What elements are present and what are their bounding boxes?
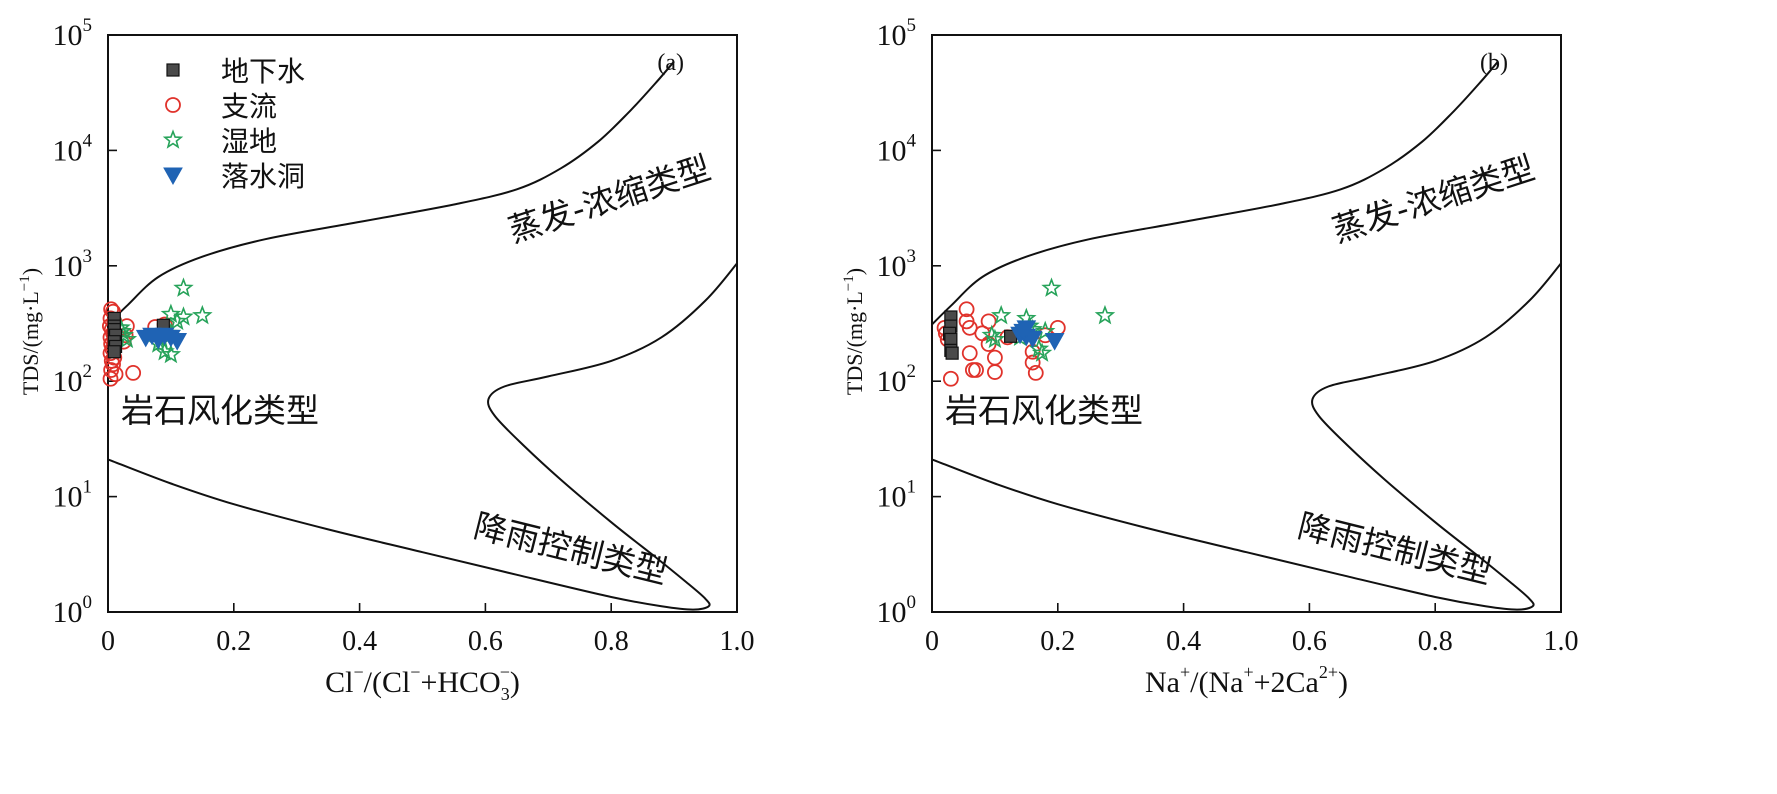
x-tick-label: 0 (925, 626, 939, 657)
x-tick-label: 0.2 (1040, 626, 1075, 657)
panel-a: 0 0.2 0.4 0.6 0.8 1.0 100 101 102 103 104 105 TDS/(m… (17, 15, 755, 704)
y-tick-label: 105 (877, 15, 917, 52)
tributary-marker (102, 370, 119, 387)
wetland-marker (1041, 277, 1062, 297)
x-tick-label: 0.4 (342, 626, 377, 657)
y-axis-label: TDS/(mg·L−1) (17, 268, 43, 395)
tributary-marker (107, 366, 124, 383)
sinkhole-marker (154, 327, 175, 346)
x-axis-label: Na+/(Na++2Ca2+) (1145, 662, 1348, 699)
sinkhole-marker (1022, 330, 1043, 349)
legend-groundwater-marker (166, 63, 180, 77)
wetland-marker (990, 304, 1012, 325)
plot-frame (107, 34, 738, 613)
sinkhole-marker (1044, 333, 1065, 351)
x-tick-label: 0.6 (468, 626, 503, 657)
x-tick-label: 0.4 (1166, 626, 1201, 657)
panel-label: (b) (1480, 50, 1508, 76)
y-tick-label: 102 (877, 361, 917, 398)
x-tick-label: 1.0 (1544, 626, 1579, 657)
evaporation-label: 蒸发-浓缩类型 (504, 148, 716, 250)
wetland-marker (166, 310, 188, 331)
sinkhole-marker (1016, 320, 1037, 338)
y-tick-label: 104 (53, 130, 93, 167)
tributary-marker (1027, 365, 1044, 381)
y-tick-label: 103 (53, 246, 93, 283)
precipitation-label: 降雨控制类型 (1294, 506, 1496, 592)
y-axis-label: TDS/(mg·L−1) (841, 268, 867, 395)
wetland-marker (984, 328, 1006, 349)
tributary-marker (103, 362, 120, 378)
y-tick-label: 103 (877, 246, 917, 283)
rock-weathering-label: 岩石风化类型 (945, 391, 1143, 430)
groundwater-marker (944, 332, 958, 347)
wetland-marker (1034, 320, 1056, 341)
x-tick-label: 0.8 (1418, 626, 1453, 657)
tributary-marker (1049, 319, 1066, 336)
wetland-marker (1031, 342, 1053, 362)
wetland-marker (173, 306, 194, 326)
panel-label: (a) (657, 50, 684, 76)
x-axis-label: Cl−/(Cl−+HCO3−) (325, 662, 520, 704)
rock-weathering-label: 岩石风化类型 (121, 391, 319, 430)
wetland-marker (192, 304, 213, 325)
x-tick-label: 0.6 (1292, 626, 1327, 657)
tributary-marker (987, 364, 1003, 380)
x-tick-label: 0 (101, 626, 115, 657)
precipitation-label: 降雨控制类型 (470, 506, 672, 592)
tributary-marker (1024, 354, 1041, 371)
legend-tributary-marker (165, 97, 181, 113)
y-tick-label: 102 (53, 361, 93, 398)
y-tick-label: 100 (53, 592, 93, 629)
legend-label: 地下水 (221, 55, 305, 88)
tributary-marker (961, 345, 978, 362)
x-tick-label: 1.0 (720, 626, 755, 657)
upper-envelope-curve (931, 60, 1499, 326)
wetland-marker (981, 324, 1002, 344)
legend-label: 落水洞 (221, 160, 305, 193)
tributary-marker (968, 362, 984, 378)
tributary-marker (958, 301, 975, 318)
wetland-marker (1094, 304, 1116, 325)
lower-envelope-curve (931, 262, 1562, 611)
wetland-marker (160, 343, 182, 364)
y-tick-label: 101 (877, 477, 917, 514)
groundwater-marker (107, 345, 121, 359)
tributary-marker (964, 362, 981, 378)
evaporation-label: 蒸发-浓缩类型 (1328, 148, 1540, 250)
wetland-marker (173, 277, 194, 297)
legend-label: 湿地 (221, 125, 277, 158)
x-tick-label: 0.2 (216, 626, 251, 657)
tributary-marker (125, 365, 142, 381)
tributary-marker (980, 313, 997, 330)
y-tick-label: 100 (877, 592, 917, 629)
lower-envelope-curve (107, 262, 738, 611)
upper-envelope-curve (107, 60, 675, 326)
tributary-marker (987, 349, 1003, 366)
x-tick-label: 0.8 (594, 626, 629, 657)
y-tick-label: 101 (53, 477, 93, 514)
tributary-marker (942, 370, 959, 387)
legend-sinkhole-marker (163, 167, 183, 186)
y-tick-label: 105 (53, 15, 93, 52)
legend-wetland-marker (162, 129, 184, 149)
panel-b: 0 0.2 0.4 0.6 0.8 1.0 100 101 102 103 104 105 TDS/(m… (841, 15, 1579, 699)
groundwater-marker (945, 346, 959, 360)
y-tick-label: 104 (877, 130, 917, 167)
legend-label: 支流 (221, 90, 277, 123)
